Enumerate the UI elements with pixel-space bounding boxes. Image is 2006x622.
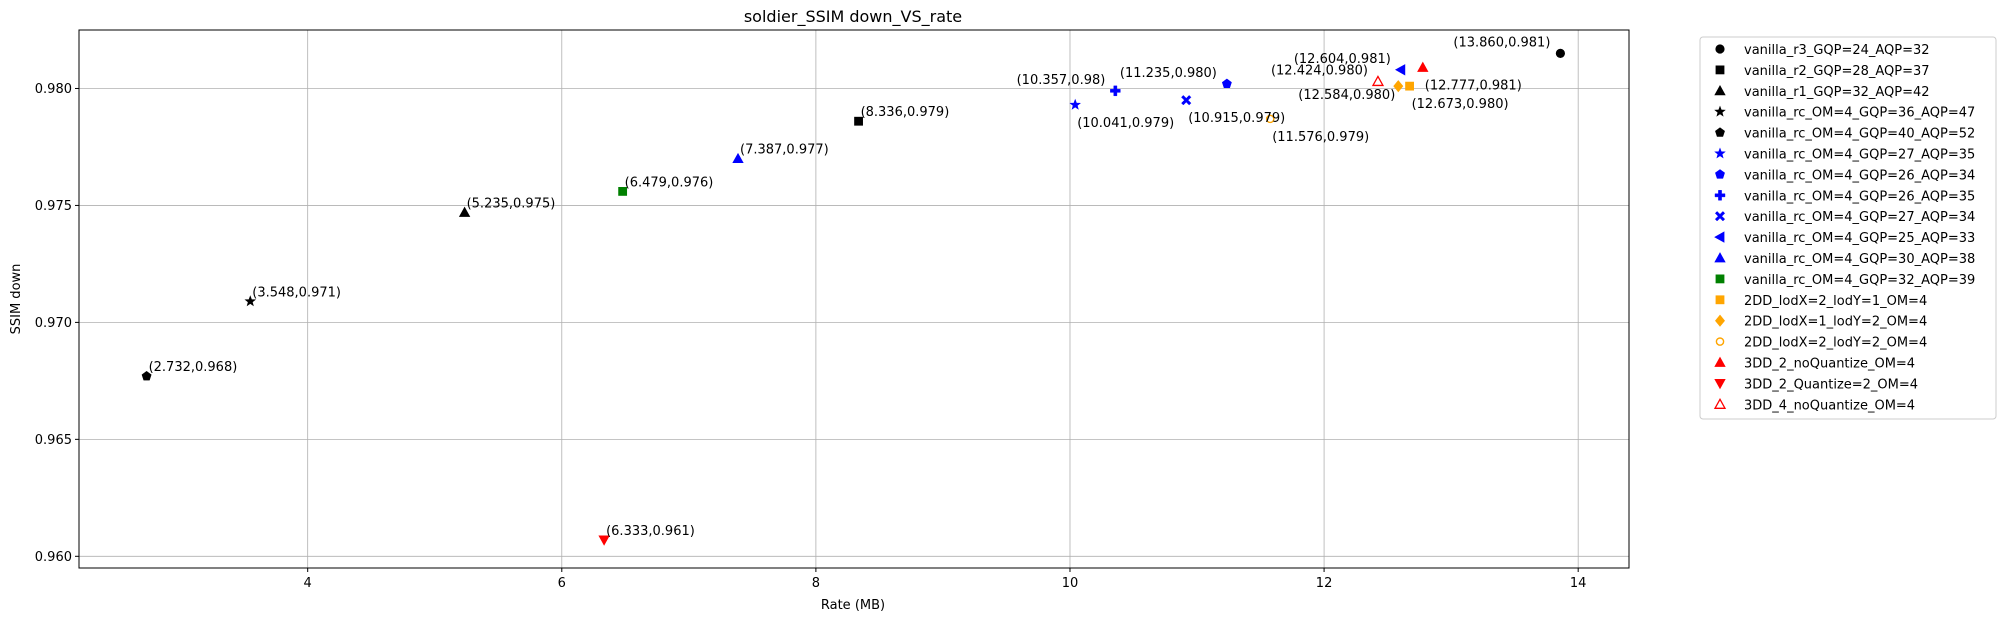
data-points bbox=[141, 48, 1565, 546]
data-point bbox=[598, 535, 610, 546]
data-label: (5.235,0.975) bbox=[467, 196, 556, 211]
data-label: (10.041,0.979) bbox=[1077, 116, 1174, 131]
data-label: (7.387,0.977) bbox=[740, 143, 829, 158]
data-point bbox=[1555, 48, 1565, 58]
legend-marker bbox=[1715, 65, 1725, 75]
data-label: (13.860,0.981) bbox=[1453, 35, 1550, 50]
data-label: (12.604,0.981) bbox=[1294, 52, 1391, 67]
x-tick-label: 14 bbox=[1570, 576, 1587, 591]
legend-marker bbox=[1715, 44, 1725, 54]
legend-entry: vanilla_r2_GQP=28_AQP=37 bbox=[1744, 64, 1930, 79]
x-tick-label: 8 bbox=[812, 576, 820, 591]
legend: vanilla_r3_GQP=24_AQP=32 vanilla_r2_GQP=2… bbox=[1699, 36, 1997, 420]
data-point bbox=[1405, 81, 1414, 91]
legend-entry: 3DD_4_noQuantize_OM=4 bbox=[1744, 398, 1915, 413]
data-label: (12.673,0.980) bbox=[1412, 97, 1509, 112]
legend-marker bbox=[1714, 356, 1726, 367]
data-label: (2.732,0.968) bbox=[149, 360, 238, 375]
data-label: (10.357,0.98) bbox=[1017, 73, 1106, 88]
data-point bbox=[1181, 95, 1192, 106]
legend-marker bbox=[1714, 379, 1726, 390]
legend-marker bbox=[1715, 127, 1725, 137]
legend-entry: vanilla_rc_OM=4_GQP=32_AQP=39 bbox=[1744, 273, 1975, 288]
legend-marker bbox=[1715, 295, 1725, 305]
legend-entry: vanilla_rc_OM=4_GQP=25_AQP=33 bbox=[1744, 231, 1975, 246]
y-tick-label: 0.965 bbox=[35, 433, 72, 448]
legend-entry: vanilla_rc_OM=4_GQP=26_AQP=35 bbox=[1744, 189, 1975, 204]
legend-entry: vanilla_rc_OM=4_GQP=26_AQP=34 bbox=[1744, 168, 1975, 183]
grid bbox=[79, 30, 1629, 568]
x-tick-label: 4 bbox=[304, 576, 312, 591]
data-label: (3.548,0.971) bbox=[252, 285, 341, 300]
legend-entry: 3DD_2_Quantize=2_OM=4 bbox=[1744, 377, 1918, 392]
legend-entry: vanilla_r3_GQP=24_AQP=32 bbox=[1744, 43, 1930, 58]
legend-marker bbox=[1715, 274, 1725, 284]
legend-marker bbox=[1715, 314, 1725, 327]
legend-entry: vanilla_rc_OM=4_GQP=30_AQP=38 bbox=[1744, 252, 1975, 267]
data-point bbox=[141, 371, 152, 381]
data-label: (11.235,0.980) bbox=[1120, 66, 1217, 81]
legend-marker bbox=[1714, 231, 1725, 243]
legend-marker bbox=[1715, 169, 1725, 179]
x-axis-label: Rate (MB) bbox=[821, 598, 885, 613]
data-point bbox=[1371, 75, 1385, 87]
y-tick-label: 0.980 bbox=[35, 82, 72, 97]
data-label: (12.424,0.980) bbox=[1271, 63, 1368, 78]
y-tick-label: 0.970 bbox=[35, 316, 72, 331]
y-tick-label: 0.975 bbox=[35, 199, 72, 214]
legend-entry: vanilla_rc_OM=4_GQP=27_AQP=35 bbox=[1744, 148, 1975, 163]
data-point bbox=[458, 206, 471, 217]
legend-marker bbox=[1714, 105, 1726, 117]
data-label: (11.576,0.979) bbox=[1272, 130, 1369, 145]
x-tick-label: 6 bbox=[558, 576, 566, 591]
chart-title: soldier_SSIM down_VS_rate bbox=[744, 7, 962, 27]
data-label: (10.915,0.979) bbox=[1188, 111, 1285, 126]
legend-marker bbox=[1714, 211, 1726, 222]
data-point bbox=[854, 116, 863, 126]
data-point bbox=[1394, 64, 1406, 76]
plot-frame bbox=[78, 29, 1630, 569]
legend-entry: vanilla_rc_OM=4_GQP=27_AQP=34 bbox=[1744, 210, 1975, 225]
legend-entry: 2DD_lodX=1_lodY=2_OM=4 bbox=[1744, 315, 1927, 330]
data-label: (8.336,0.979) bbox=[861, 105, 950, 120]
legend-marker bbox=[1714, 190, 1726, 201]
data-point bbox=[618, 186, 628, 196]
data-point bbox=[1265, 114, 1275, 124]
legend-entry: 3DD_2_noQuantize_OM=4 bbox=[1744, 357, 1915, 372]
legend-marker bbox=[1715, 337, 1725, 346]
y-axis-label: SSIM down bbox=[9, 264, 24, 335]
data-label: (6.333,0.961) bbox=[606, 524, 695, 539]
legend-entry: vanilla_r1_GQP=32_AQP=42 bbox=[1744, 85, 1930, 100]
legend-frame bbox=[1699, 36, 1997, 420]
legend-entry: 2DD_lodX=2_lodY=1_OM=4 bbox=[1744, 294, 1927, 309]
data-label: (12.584,0.980) bbox=[1298, 88, 1395, 103]
data-label: (12.777,0.981) bbox=[1425, 78, 1522, 93]
legend-entry: vanilla_rc_OM=4_GQP=40_AQP=52 bbox=[1744, 127, 1975, 142]
legend-marker bbox=[1714, 84, 1726, 96]
legend-marker bbox=[1714, 252, 1726, 263]
data-point bbox=[1069, 98, 1081, 110]
point-labels: (13.860,0.981) (8.336,0.979) (5.235,0.975)… bbox=[149, 35, 1551, 539]
data-point bbox=[1221, 78, 1232, 88]
data-point bbox=[1417, 61, 1429, 72]
x-tick-label: 12 bbox=[1316, 576, 1333, 591]
legend-entry: vanilla_rc_OM=4_GQP=36_AQP=47 bbox=[1744, 106, 1975, 121]
x-tick-label: 10 bbox=[1062, 576, 1079, 591]
data-point bbox=[244, 295, 257, 307]
axis-ticks: 4 6 8 10 12 14 0.960 0.965 0.970 0.975 0.980 bbox=[35, 82, 1587, 591]
data-point bbox=[732, 152, 744, 164]
legend-entry: 2DD_lodX=2_lodY=2_OM=4 bbox=[1744, 336, 1927, 351]
data-point bbox=[1393, 80, 1404, 93]
y-tick-label: 0.960 bbox=[35, 550, 72, 565]
data-point bbox=[1110, 85, 1121, 97]
legend-marker bbox=[1713, 397, 1727, 409]
data-label: (6.479,0.976) bbox=[625, 175, 714, 190]
legend-marker bbox=[1714, 147, 1726, 159]
